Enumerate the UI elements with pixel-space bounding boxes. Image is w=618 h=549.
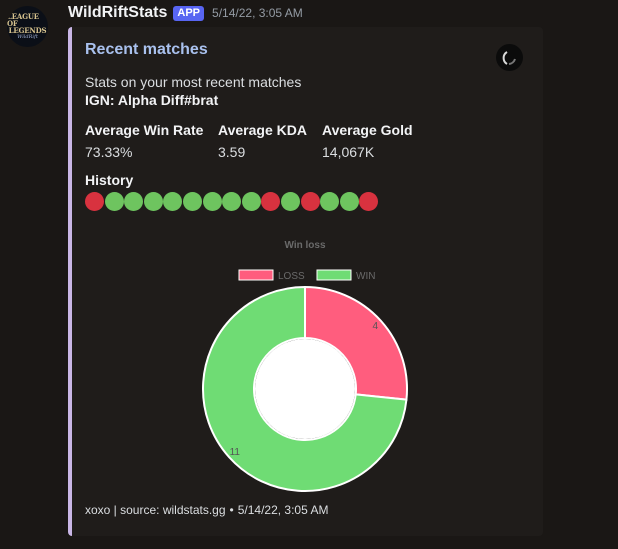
legend-swatch-loss <box>238 269 274 281</box>
field-name: Average Gold <box>322 122 413 138</box>
app-badge: APP <box>173 5 205 21</box>
history-win-dot <box>241 192 261 211</box>
footer-text: xoxo | source: wildstats.gg <box>85 503 226 517</box>
history-win-dot <box>280 192 300 211</box>
embed-description: Stats on your most recent matches IGN: A… <box>85 73 301 109</box>
avatar-logo-line2: LEGENDS <box>8 26 47 35</box>
donut-slice-win <box>202 285 408 492</box>
field-name: Average Win Rate <box>85 122 204 138</box>
data-label-loss: 4 <box>372 321 378 332</box>
history-win-dot <box>202 192 222 211</box>
timestamp[interactable]: 5/14/22, 3:05 AM <box>212 6 303 20</box>
history-win-dot <box>124 192 144 211</box>
field-average-gold: Average Gold 14,067K <box>322 121 413 161</box>
history-loss-dot <box>300 192 320 211</box>
history-win-dot <box>182 192 202 211</box>
history-win-dot <box>104 192 124 211</box>
avatar-logo-line3: WildRift <box>17 34 38 40</box>
legend-swatch-win <box>316 269 352 281</box>
avatar-logo-line1: LEAGUE OF <box>7 12 39 28</box>
field-average-kda: Average KDA 3.59 <box>218 121 307 161</box>
history-win-dot <box>339 192 359 211</box>
footer-timestamp: 5/14/22, 3:05 AM <box>237 503 329 517</box>
embed-footer: xoxo | source: wildstats.gg • 5/14/22, 3:0… <box>85 503 328 517</box>
username[interactable]: WildRiftStats <box>68 4 168 21</box>
embed-title: Recent matches <box>85 41 208 58</box>
history-loss-dot <box>85 192 104 211</box>
donut-hole <box>255 339 355 439</box>
field-value: 14,067K <box>322 144 375 160</box>
embed-card: Recent matches Stats on your most recent… <box>68 27 543 536</box>
thumbnail-image-icon <box>502 51 516 65</box>
embed-thumbnail[interactable] <box>496 44 523 71</box>
field-value: 73.33% <box>85 144 133 160</box>
history-win-dot <box>143 192 163 211</box>
footer-separator: • <box>229 503 234 517</box>
avatar[interactable]: LEAGUE OF LEGENDS WildRift <box>7 6 48 47</box>
history-win-dot <box>163 192 183 211</box>
field-value: 3.59 <box>218 144 246 160</box>
history-loss-dot <box>359 192 379 211</box>
history-win-dot <box>222 192 242 211</box>
legend-label-loss: LOSS <box>278 271 305 282</box>
message-header: WildRiftStats APP 5/14/22, 3:05 AM <box>68 3 303 23</box>
history-win-dot <box>320 192 340 211</box>
history-title: History <box>85 172 134 188</box>
chart-title: Win loss <box>284 240 325 251</box>
donut-slice-loss <box>304 285 408 401</box>
history-loss-dot <box>261 192 281 211</box>
win-loss-chart[interactable]: Win loss LOSS WIN 4 11 <box>85 231 525 501</box>
legend-label-win: WIN <box>356 271 375 282</box>
ign-text: IGN: Alpha Diff#brat <box>85 92 219 108</box>
field-name: Average KDA <box>218 122 307 138</box>
match-history <box>85 192 379 211</box>
description-text: Stats on your most recent matches <box>85 74 302 90</box>
field-average-win-rate: Average Win Rate 73.33% <box>85 121 203 161</box>
data-label-win: 11 <box>230 447 241 458</box>
